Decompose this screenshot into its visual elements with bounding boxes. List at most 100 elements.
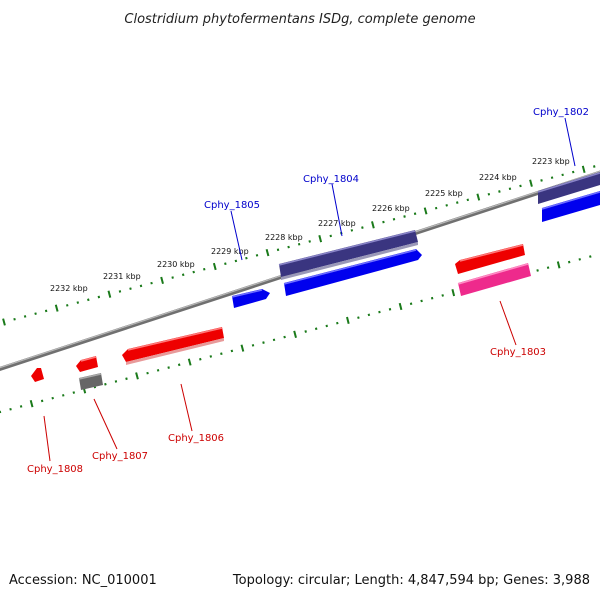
gene-label-cphy-1807[interactable]: Cphy_1807 [92,451,148,462]
major-tick [29,400,34,408]
minor-tick [23,315,27,318]
minor-tick [76,301,80,304]
gene-highlight [457,263,529,285]
gene-labels: Cphy_1802 Cphy_1804 Cphy_1805 Cphy_1803 … [27,107,589,475]
minor-tick [19,405,23,408]
minor-tick [87,298,90,302]
minor-tick [434,206,438,210]
gene-highlight [459,244,524,262]
minor-tick [203,267,206,271]
gene-cphy-1807[interactable] [76,356,98,372]
gene-cphy-1802[interactable] [542,191,600,222]
gene-cphy-1803-pink[interactable] [458,263,531,296]
gene-cphy-1806[interactable] [122,327,224,362]
minor-tick [72,391,76,394]
minor-tick [9,407,12,411]
minor-tick [34,312,37,315]
major-tick [451,289,456,297]
minor-tick [567,260,571,264]
gene-cphy-1802-navy[interactable] [538,172,600,204]
minor-tick [308,240,311,243]
minor-tick [139,284,143,288]
minor-tick [546,266,550,269]
major-tick [107,290,112,298]
minor-tick [336,321,339,325]
minor-tick [420,299,423,303]
major-tick [293,330,297,338]
minor-tick [209,355,213,358]
minor-tick [578,258,581,261]
minor-tick [314,327,318,331]
minor-tick [430,296,434,300]
major-tick [423,207,428,215]
minor-tick [40,399,44,403]
minor-tick [251,344,255,347]
minor-tick [297,242,301,246]
gene-highlight [283,249,417,285]
accession-text: Accession: NC_010001 [9,573,157,588]
major-tick [346,316,350,325]
gene-label-cphy-1803[interactable]: Cphy_1803 [490,347,546,358]
minor-tick [441,294,444,297]
gene-label-cphy-1802[interactable]: Cphy_1802 [533,107,589,118]
major-tick [265,248,270,257]
label-leaders [43,117,576,462]
minor-tick [540,179,543,182]
major-tick [556,261,561,269]
gene-highlight [80,356,97,362]
major-tick [529,179,533,187]
forward-genes [231,172,600,308]
minor-tick [589,255,592,258]
minor-tick [125,377,128,381]
minor-tick [220,352,223,356]
minor-tick [118,290,122,293]
minor-tick [262,341,265,344]
gene-cphy-1808[interactable] [31,368,44,382]
gene-highlight [231,289,263,298]
minor-tick [550,176,554,179]
major-tick [54,304,59,312]
minor-tick [272,338,276,342]
gene-highlight [127,327,223,351]
genome-summary: Topology: circular; Length: 4,847,594 bp… [232,573,590,588]
major-tick [581,165,586,173]
minor-tick [192,270,195,274]
minor-tick [181,273,185,277]
major-tick [135,372,139,380]
minor-tick [224,262,227,266]
gene-cphy-1804[interactable] [284,249,422,296]
minor-tick [51,396,54,400]
minor-tick [325,324,328,328]
leader-cphy-1805 [230,210,243,261]
gene-label-cphy-1805[interactable]: Cphy_1805 [204,200,260,211]
gene-label-cphy-1808[interactable]: Cphy_1808 [27,464,83,475]
inner-tick-ring [0,255,592,414]
leader-cphy-1804 [331,183,343,237]
gene-cphy-1805[interactable] [232,289,270,308]
minor-tick [287,245,290,249]
minor-tick [593,165,596,168]
major-tick [187,358,192,366]
minor-tick [114,380,118,383]
minor-tick [230,349,234,353]
gene-label-cphy-1806[interactable]: Cphy_1806 [168,433,224,444]
major-tick [476,193,481,201]
leader-cphy-1806 [180,383,193,432]
major-tick [212,262,217,271]
minor-tick [66,304,69,307]
minor-tick [357,316,360,319]
gene-cphy-1804-navy[interactable] [279,230,418,277]
leader-cphy-1802 [564,117,576,167]
major-tick [160,276,164,284]
gene-label-cphy-1804[interactable]: Cphy_1804 [303,174,359,185]
gene-highlight [78,373,102,380]
minor-tick [561,173,564,177]
minor-tick [150,281,153,285]
gene-cphy-1803[interactable] [455,244,525,274]
minor-tick [361,226,364,229]
outer-tick-ring [2,165,596,326]
scale-label: 2232 kbp [50,284,88,293]
minor-tick [283,335,286,339]
minor-tick [378,310,381,314]
minor-tick [508,187,512,191]
